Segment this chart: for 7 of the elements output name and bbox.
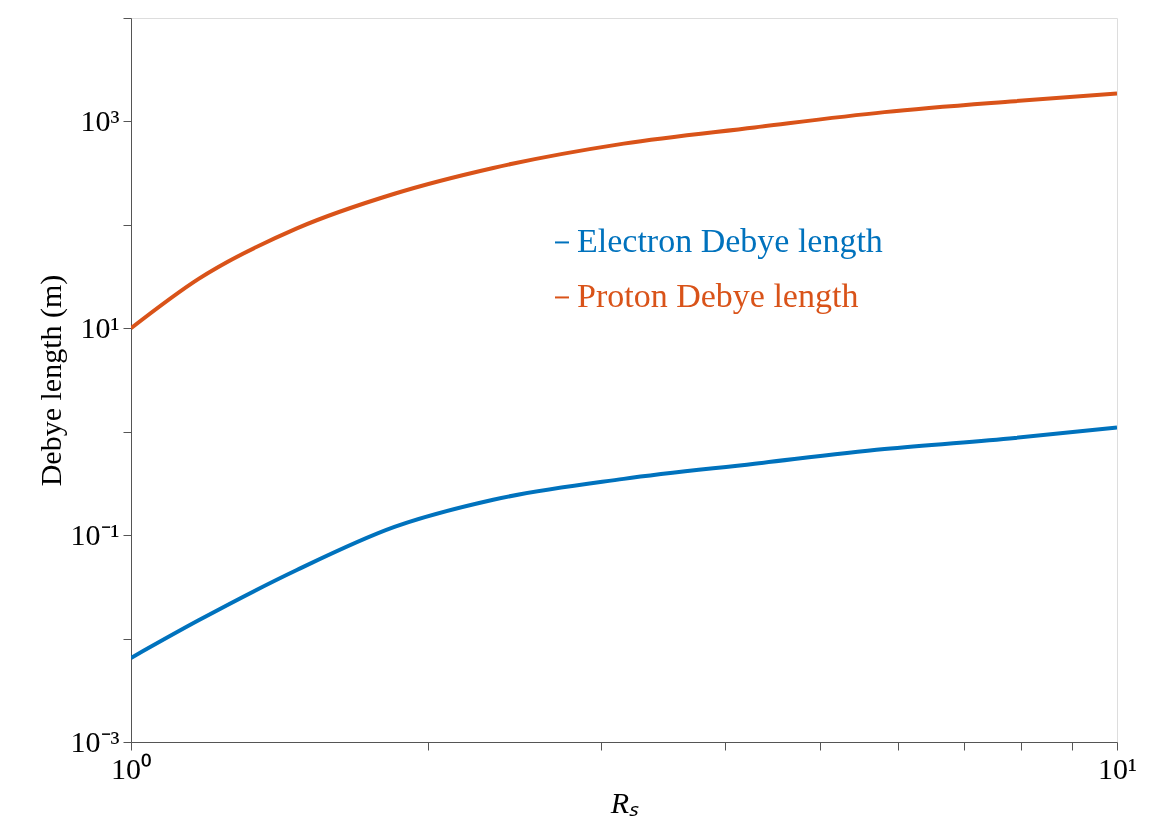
y-axis-title: Debye length (m) — [33, 274, 68, 487]
x-axis-title: Rₛ — [609, 785, 640, 819]
y-tick-label: 10¹ — [80, 310, 120, 344]
y-tick-label: 10³ — [80, 103, 120, 137]
y-tick-label: 10⁻¹ — [70, 517, 120, 551]
legend-label: Electron Debye length — [576, 222, 883, 260]
legend-label: Proton Debye length — [576, 277, 859, 315]
